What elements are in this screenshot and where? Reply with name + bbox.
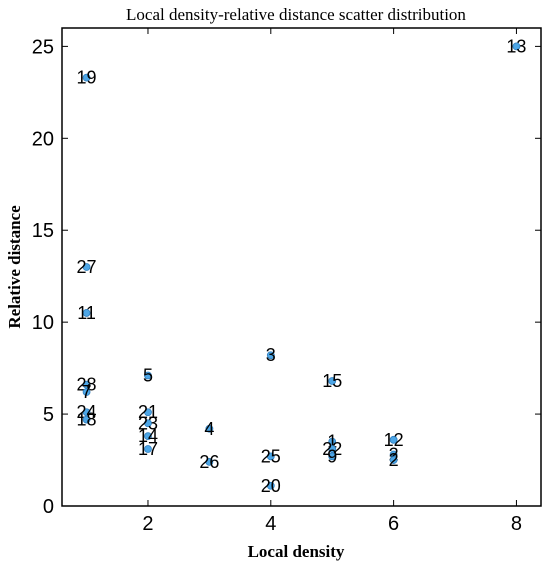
data-point [205,457,214,466]
data-point-label: 22 [322,439,342,459]
data-point-label: 2 [389,445,399,465]
data-point-label: 4 [204,419,214,439]
data-points: 1319271128724185212314174263252015122912… [77,36,527,495]
data-point-label: 27 [77,257,97,277]
data-point [82,388,91,396]
y-tick-label: 0 [43,496,54,518]
data-point [266,452,275,461]
data-point-label: 12 [384,430,404,450]
data-point [328,377,337,385]
data-point-label: 17 [138,439,158,459]
data-point-label: 14 [138,426,158,446]
data-point-label: 20 [261,476,281,496]
data-point-label: 18 [77,410,97,430]
data-point-label: 9 [327,446,337,466]
data-point-label: 2 [389,450,399,470]
data-point [205,424,214,433]
data-point-label: 5 [143,365,153,385]
data-point-label: 1 [327,432,337,452]
data-point [266,351,275,360]
data-point-label: 3 [266,345,276,365]
data-point [144,445,152,453]
data-point [82,263,91,271]
data-point [144,408,152,417]
x-tick-label: 8 [511,513,522,535]
data-point [82,309,91,317]
data-point-label: 28 [77,375,97,395]
x-tick-label: 2 [142,513,153,535]
x-tick-label: 4 [265,513,276,535]
data-point [82,415,91,424]
x-axis: 2 4 6 8 [142,28,522,535]
data-point [82,73,91,82]
data-point [144,419,152,428]
data-point-label: 15 [322,371,342,391]
x-axis-title: Local density [248,542,345,561]
data-point-label: 13 [506,36,526,56]
data-point [144,371,152,380]
data-point-label: 25 [261,446,281,466]
y-tick-label: 10 [32,312,54,334]
data-point-label: 24 [77,402,97,422]
data-point-label: 7 [82,382,92,402]
y-tick-label: 15 [32,220,54,242]
data-point-label: 23 [138,413,158,433]
data-point [512,42,521,51]
x-tick-label: 6 [388,513,399,535]
y-tick-label: 5 [43,404,54,426]
data-point [389,435,398,444]
y-axis-title: Relative distance [5,205,24,329]
chart-title: Local density-relative distance scatter … [126,5,466,24]
data-point [266,481,275,490]
data-point-label: 21 [138,402,158,422]
data-point-label: 19 [77,68,97,88]
data-point-label: 26 [199,452,219,472]
data-point-label: 11 [77,303,96,323]
plot-frame [61,27,542,507]
data-point [328,452,337,461]
data-point [144,432,152,441]
y-tick-label: 25 [32,36,54,58]
y-tick-label: 20 [32,128,54,150]
data-point [389,456,398,464]
